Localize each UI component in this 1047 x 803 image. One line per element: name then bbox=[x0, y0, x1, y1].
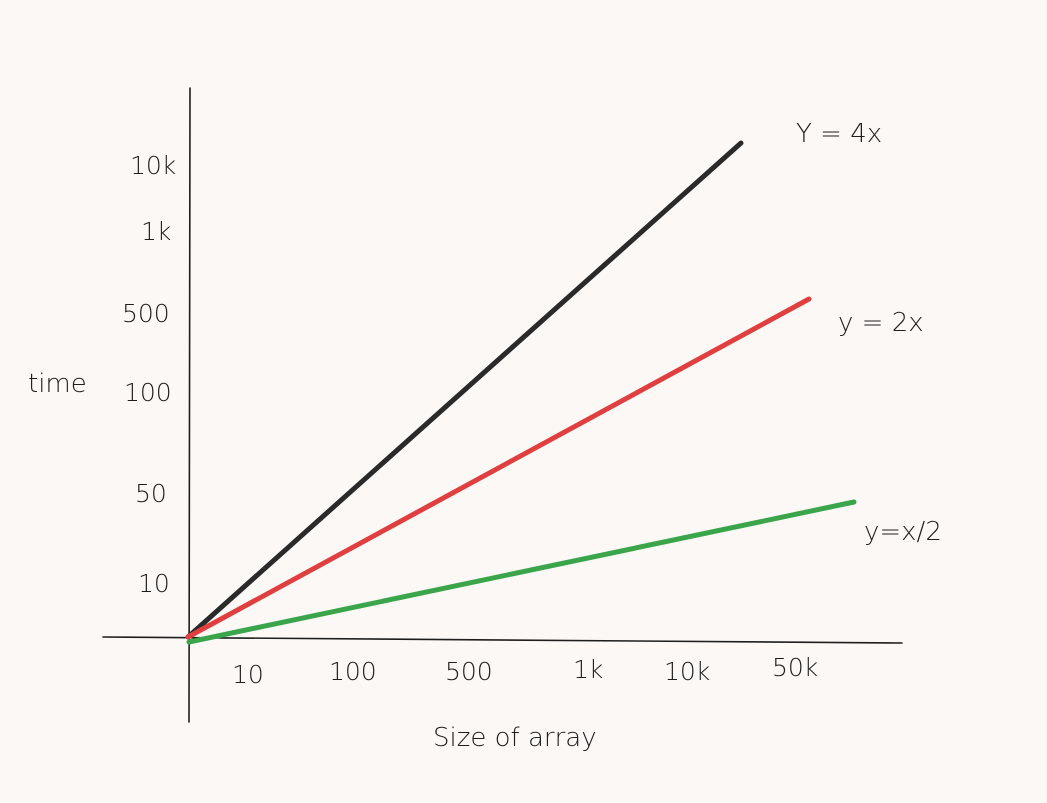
label-2x: y = 2x bbox=[838, 308, 924, 338]
y-tick-500: 500 bbox=[122, 299, 170, 328]
x-axis-label: Size of array bbox=[433, 723, 597, 753]
label-4x: Y = 4x bbox=[796, 119, 882, 149]
y-tick-10k: 10k bbox=[130, 151, 176, 180]
x-tick-500: 500 bbox=[445, 657, 493, 686]
line-2x bbox=[185, 296, 812, 640]
line-4x bbox=[185, 140, 744, 640]
x-tick-10k: 10k bbox=[664, 657, 710, 686]
label-half-x: y=x/2 bbox=[864, 517, 942, 547]
y-tick-50: 50 bbox=[135, 479, 167, 508]
x-axis bbox=[102, 636, 903, 644]
y-tick-1k: 1k bbox=[141, 217, 171, 246]
x-tick-100: 100 bbox=[329, 657, 377, 686]
x-tick-1k: 1k bbox=[573, 655, 603, 684]
x-tick-50k: 50k bbox=[772, 653, 818, 682]
y-tick-10: 10 bbox=[138, 569, 170, 598]
line-half-x bbox=[186, 499, 857, 645]
x-tick-10: 10 bbox=[232, 660, 264, 689]
y-tick-100: 100 bbox=[124, 378, 172, 407]
y-axis bbox=[188, 87, 191, 723]
y-axis-label: time bbox=[28, 369, 87, 399]
